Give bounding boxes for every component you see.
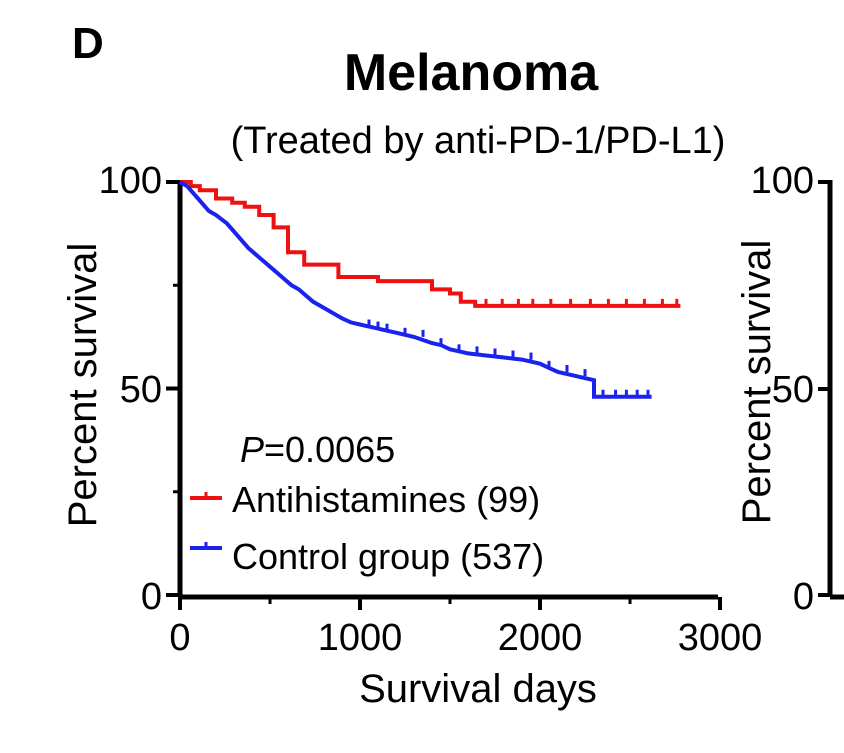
axis-ticks [166, 180, 722, 610]
x-axis-label: Survival days [359, 667, 597, 711]
legend: Antihistamines (99) Control group (537) [190, 479, 544, 577]
y-tick-label: 100 [99, 160, 162, 202]
right-y-axis-label: Percent survival [735, 240, 779, 525]
right-y-tick-label: 50 [772, 369, 814, 411]
legend-item: Antihistamines (99) [190, 479, 540, 520]
y-tick-label: 50 [120, 369, 162, 411]
p-value-number: =0.0065 [264, 429, 395, 470]
p-value-label: P [240, 429, 264, 470]
p-value-annotation: P=0.0065 [240, 429, 395, 470]
right-y-tick-label: 100 [751, 160, 814, 202]
y-axis-label: Percent survival [61, 243, 105, 528]
chart-title: Melanoma [344, 44, 599, 102]
survival-curve-antihistamines [180, 180, 681, 308]
y-tick-labels: 0 50 100 [99, 160, 162, 618]
survival-curve-control [178, 180, 652, 399]
chart-subtitle: (Treated by anti-PD-1/PD-L1) [231, 120, 726, 162]
x-tick-label: 1000 [318, 617, 403, 659]
main-axes [166, 180, 722, 610]
y-tick-label: 0 [141, 576, 162, 618]
legend-label: Antihistamines (99) [232, 479, 540, 520]
legend-label: Control group (537) [232, 536, 544, 577]
x-tick-label: 3000 [678, 617, 763, 659]
legend-item: Control group (537) [190, 536, 544, 577]
series-layer [178, 180, 681, 399]
x-tick-label: 2000 [498, 617, 583, 659]
x-tick-labels: 0 1000 2000 3000 [169, 617, 762, 659]
x-tick-label: 0 [169, 617, 190, 659]
right-panel-partial: 100 50 0 Percent survival [735, 160, 844, 618]
right-y-tick-label: 0 [793, 576, 814, 618]
panel-letter: D [72, 19, 104, 68]
